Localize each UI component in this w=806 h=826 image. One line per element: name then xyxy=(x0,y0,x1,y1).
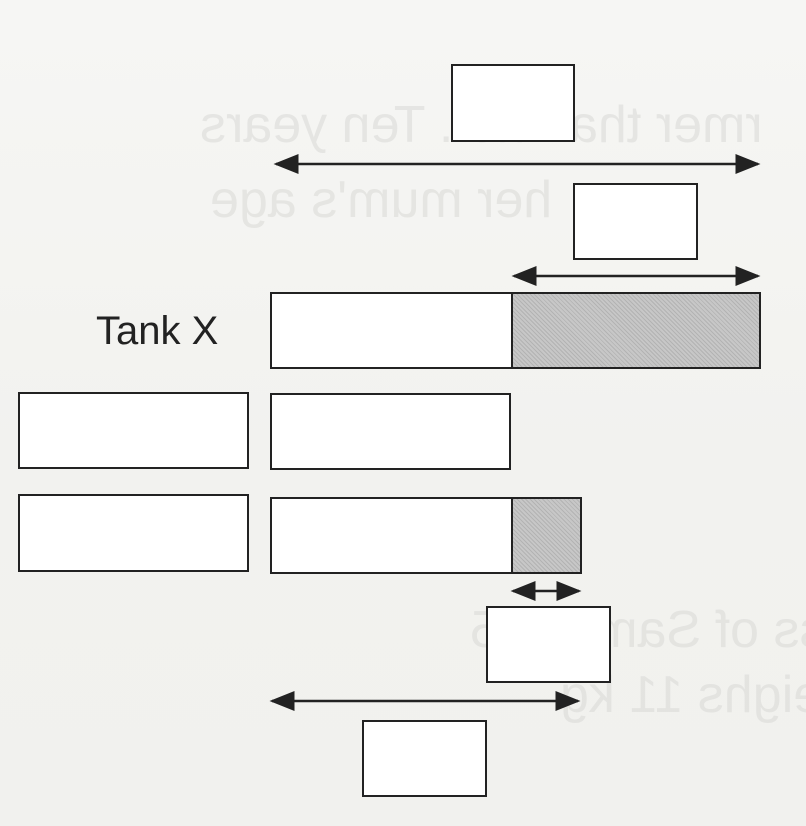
answer-box-bottom[interactable] xyxy=(362,720,487,797)
row2-label-box[interactable] xyxy=(18,392,249,469)
answer-box-difference-top[interactable] xyxy=(573,183,698,260)
row3-bar-unshaded xyxy=(270,497,513,574)
answer-box-total[interactable] xyxy=(451,64,575,142)
tank-x-bar-unshaded xyxy=(270,292,513,369)
row3-label-box[interactable] xyxy=(18,494,249,572)
answer-box-difference-bottom[interactable] xyxy=(486,606,611,683)
tank-x-label: Tank X xyxy=(96,309,219,353)
tank-x-bar-shaded xyxy=(511,292,761,369)
row3-bar-shaded xyxy=(511,497,582,574)
row2-bar xyxy=(270,393,511,470)
